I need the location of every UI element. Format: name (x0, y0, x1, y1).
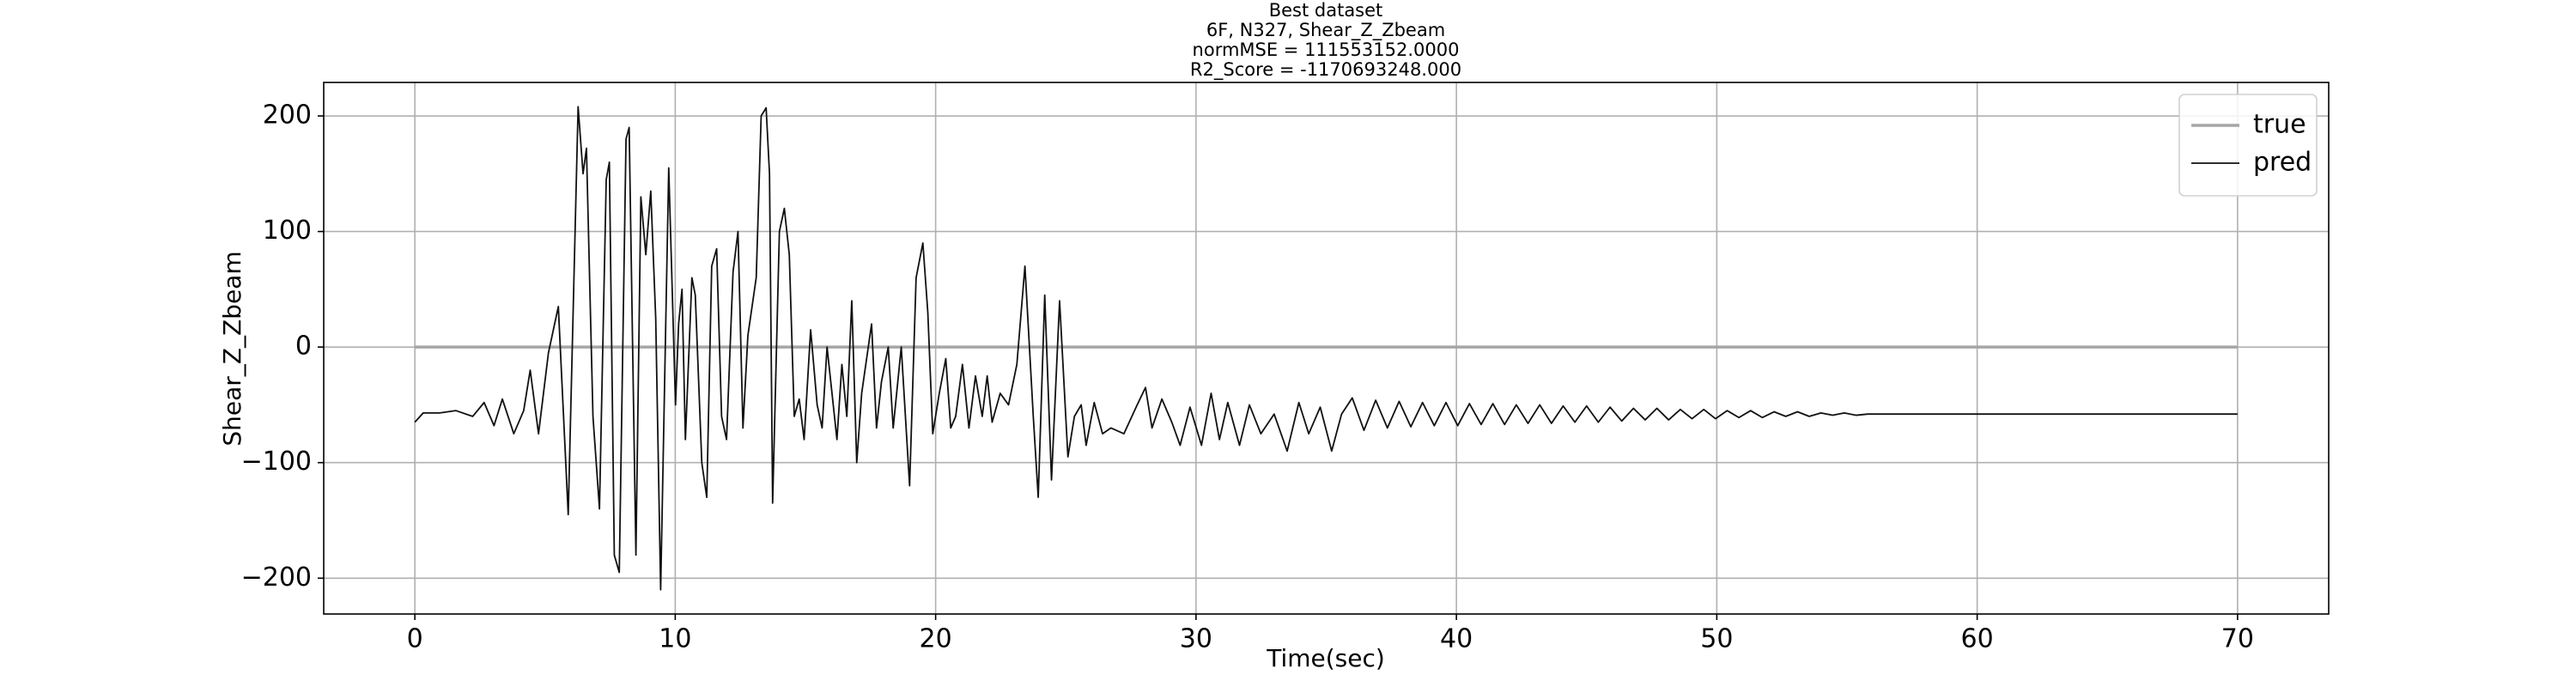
x-tick-label: 20 (920, 624, 952, 654)
y-tick-label: 0 (295, 331, 312, 362)
y-tick-label: −200 (241, 562, 312, 593)
y-tick-label: 200 (263, 100, 312, 131)
y-axis-label: Shear_Z_Zbeam (218, 251, 246, 446)
chart-title: R2_Score = -1170693248.000 (1190, 59, 1461, 81)
plot-frame (323, 82, 2330, 615)
x-tick-label: 30 (1180, 624, 1212, 654)
series-line (414, 106, 2238, 591)
x-tick-label: 10 (659, 624, 691, 654)
legend-label: pred (2253, 148, 2312, 178)
chart-title: 6F, N327, Shear_Z_Zbeam (1206, 20, 1445, 41)
legend-label: true (2253, 110, 2306, 140)
x-tick-label: 50 (1700, 624, 1733, 654)
y-tick-label: 100 (263, 216, 312, 246)
x-tick-label: 60 (1961, 624, 1994, 654)
chart-title: Best dataset (1269, 0, 1383, 21)
y-tick-label: −100 (241, 447, 312, 477)
x-tick-label: 40 (1440, 624, 1473, 654)
x-tick-label: 0 (407, 624, 423, 654)
chart-title: normMSE = 111553152.0000 (1193, 40, 1460, 60)
x-tick-label: 70 (2221, 624, 2254, 654)
legend-box (2178, 94, 2318, 197)
x-axis-label: Time(sec) (1266, 644, 1385, 672)
